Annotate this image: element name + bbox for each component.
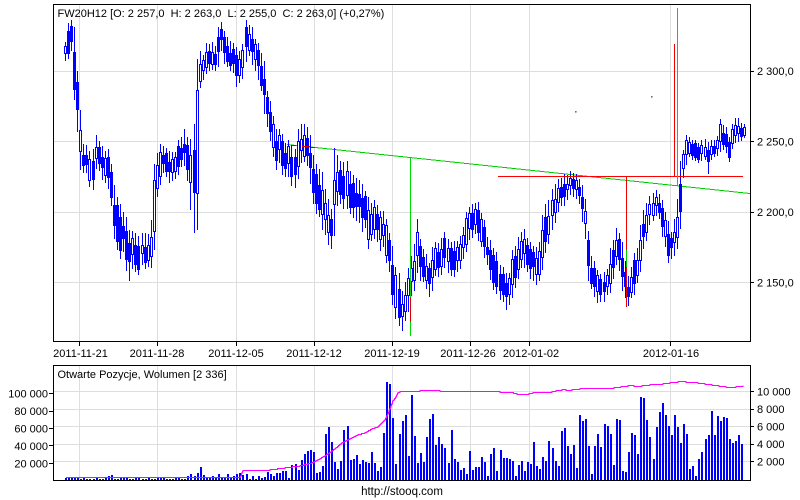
svg-text:10 000: 10 000	[757, 387, 791, 399]
svg-text:2012-01-02: 2012-01-02	[503, 348, 559, 360]
svg-text:2 150,0: 2 150,0	[757, 278, 794, 290]
svg-text:2 000: 2 000	[757, 457, 785, 469]
svg-text:2011-11-28: 2011-11-28	[130, 348, 185, 360]
svg-text:Otwarte Pozycje, Wolumen [2 33: Otwarte Pozycje, Wolumen [2 336]	[58, 369, 227, 381]
svg-text:2 200,0: 2 200,0	[757, 207, 794, 219]
svg-text:2011-11-21: 2011-11-21	[53, 348, 108, 360]
svg-text:60 000: 60 000	[14, 424, 48, 436]
svg-text:2012-01-16: 2012-01-16	[643, 348, 699, 360]
svg-text:6 000: 6 000	[757, 422, 785, 434]
svg-text:40 000: 40 000	[14, 441, 48, 453]
svg-text:2011-12-05: 2011-12-05	[208, 348, 263, 360]
svg-text:2 300,0: 2 300,0	[757, 66, 794, 78]
svg-text:100 000: 100 000	[8, 389, 48, 401]
svg-text:FW20H12 [O: 2 257,0 H: 2 263,: FW20H12 [O: 2 257,0 H: 2 263,0 L: 2 255,…	[58, 8, 385, 20]
svg-text:2011-12-26: 2011-12-26	[440, 348, 495, 360]
svg-text:4 000: 4 000	[757, 439, 785, 451]
svg-text:80 000: 80 000	[14, 406, 48, 418]
svg-text:20 000: 20 000	[14, 459, 48, 471]
svg-text:http://stooq.com: http://stooq.com	[361, 486, 443, 498]
svg-text:2 250,0: 2 250,0	[757, 137, 794, 149]
svg-text:2011-12-12: 2011-12-12	[286, 348, 341, 360]
svg-text:8 000: 8 000	[757, 404, 785, 416]
svg-text:2011-12-19: 2011-12-19	[364, 348, 419, 360]
